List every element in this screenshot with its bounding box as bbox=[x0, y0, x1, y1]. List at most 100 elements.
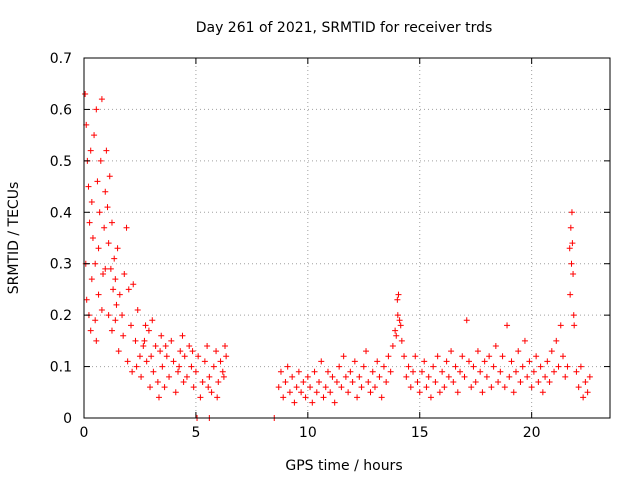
data-point bbox=[542, 373, 549, 380]
data-point bbox=[405, 363, 412, 370]
data-point bbox=[374, 358, 381, 365]
data-point bbox=[506, 373, 513, 380]
data-point bbox=[329, 373, 336, 380]
data-points bbox=[82, 91, 593, 421]
data-point bbox=[110, 286, 117, 293]
data-point bbox=[555, 363, 562, 370]
data-point bbox=[309, 399, 316, 406]
data-point bbox=[492, 343, 499, 349]
data-point bbox=[125, 286, 132, 293]
data-point bbox=[412, 353, 419, 360]
data-point bbox=[89, 235, 96, 241]
data-point bbox=[333, 379, 340, 385]
data-point bbox=[154, 379, 161, 385]
x-tick-label: 10 bbox=[299, 425, 317, 441]
data-point bbox=[582, 379, 589, 385]
data-point bbox=[551, 368, 558, 375]
data-point bbox=[123, 224, 130, 231]
x-tick-label: 5 bbox=[191, 425, 200, 441]
data-point bbox=[286, 389, 293, 396]
x-tick-labels: 0 5 10 15 20 bbox=[80, 425, 541, 441]
data-point bbox=[188, 363, 195, 370]
data-point bbox=[380, 363, 387, 370]
data-point bbox=[103, 147, 110, 154]
data-point bbox=[421, 358, 428, 365]
data-point bbox=[439, 368, 446, 375]
data-point bbox=[180, 379, 187, 385]
data-point bbox=[457, 368, 464, 375]
data-point bbox=[562, 373, 569, 380]
data-point bbox=[349, 379, 356, 385]
data-point bbox=[168, 337, 175, 344]
data-point bbox=[100, 271, 107, 277]
data-point bbox=[508, 358, 515, 365]
data-point bbox=[152, 343, 159, 349]
data-point bbox=[479, 389, 486, 396]
y-tick-label: 0.6 bbox=[50, 102, 72, 118]
data-point bbox=[548, 348, 555, 355]
data-point bbox=[108, 327, 115, 334]
grid-lines bbox=[84, 58, 610, 418]
data-point bbox=[318, 358, 325, 365]
data-point bbox=[528, 384, 535, 391]
data-point bbox=[189, 348, 196, 355]
data-point bbox=[486, 353, 493, 360]
data-point bbox=[157, 348, 164, 355]
data-point bbox=[397, 322, 404, 329]
data-point bbox=[524, 373, 531, 380]
data-point bbox=[108, 219, 115, 226]
data-point bbox=[398, 337, 405, 344]
data-point bbox=[311, 368, 318, 375]
data-point bbox=[82, 91, 89, 97]
data-point bbox=[149, 317, 156, 324]
data-point bbox=[284, 363, 291, 370]
data-point bbox=[459, 353, 466, 360]
data-point bbox=[394, 296, 401, 303]
data-point bbox=[410, 368, 417, 375]
data-point bbox=[141, 337, 148, 344]
data-point bbox=[454, 389, 461, 396]
data-point bbox=[155, 394, 162, 401]
data-point bbox=[91, 132, 98, 139]
data-point bbox=[401, 353, 408, 360]
data-point bbox=[407, 384, 414, 391]
data-point bbox=[147, 384, 154, 391]
data-point bbox=[495, 379, 502, 385]
data-point bbox=[150, 368, 157, 375]
data-point bbox=[567, 224, 574, 231]
data-point bbox=[133, 363, 140, 370]
data-point bbox=[546, 379, 553, 385]
data-point bbox=[570, 271, 577, 277]
data-point bbox=[93, 106, 100, 113]
data-point bbox=[128, 322, 135, 329]
data-point bbox=[570, 312, 577, 319]
data-point bbox=[172, 389, 179, 396]
data-point bbox=[98, 307, 105, 313]
data-point bbox=[347, 368, 354, 375]
data-point bbox=[192, 368, 199, 375]
data-point bbox=[517, 379, 524, 385]
data-point bbox=[205, 384, 212, 391]
data-point bbox=[104, 204, 111, 211]
data-point bbox=[535, 379, 542, 385]
data-point bbox=[222, 343, 229, 349]
data-point bbox=[345, 389, 352, 396]
x-tick-label: 20 bbox=[523, 425, 541, 441]
data-point bbox=[199, 379, 206, 385]
data-point bbox=[340, 353, 347, 360]
data-point bbox=[338, 384, 345, 391]
data-point bbox=[179, 332, 186, 339]
data-point bbox=[557, 322, 564, 329]
data-point bbox=[564, 363, 571, 370]
data-point bbox=[483, 373, 490, 380]
data-point bbox=[568, 260, 575, 267]
data-point bbox=[497, 368, 504, 375]
data-point bbox=[219, 368, 226, 375]
chart-title: Day 261 of 2021, SRMTID for receiver trd… bbox=[196, 20, 493, 36]
data-point bbox=[83, 296, 90, 303]
data-point bbox=[158, 332, 165, 339]
data-point bbox=[277, 368, 284, 375]
data-point bbox=[176, 363, 183, 370]
data-point bbox=[430, 363, 437, 370]
